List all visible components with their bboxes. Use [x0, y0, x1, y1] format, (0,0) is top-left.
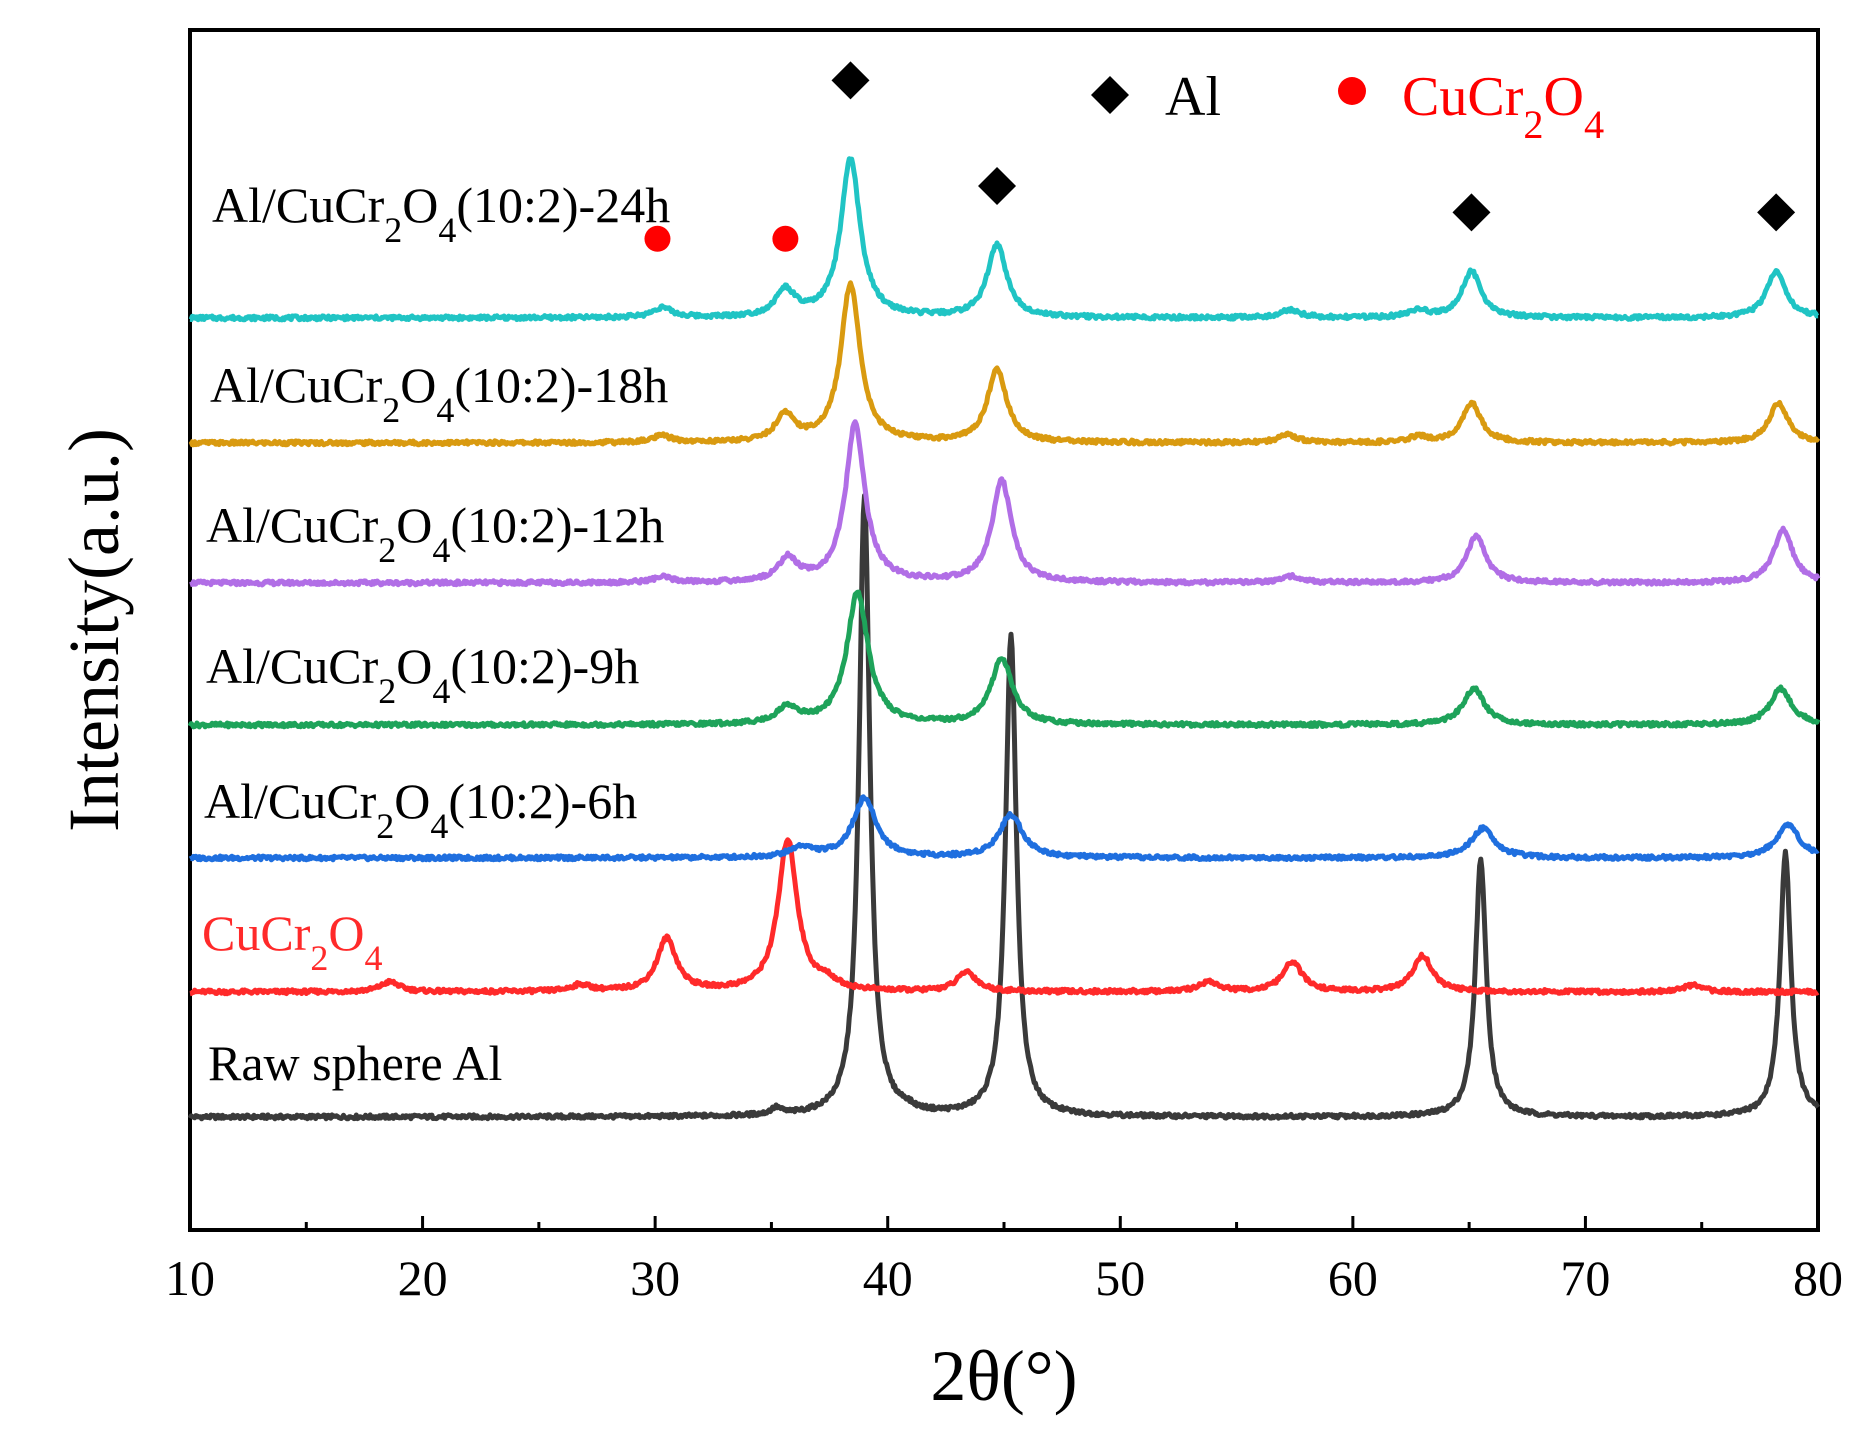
series-labels: Raw sphere Al CuCr2O4 Al/CuCr2O4(10:2)-6h A… [202, 177, 670, 1091]
al-peak-marker-3 [831, 61, 870, 100]
x-tick-label-60: 60 [1328, 1250, 1378, 1306]
al-peak-marker-5 [1452, 193, 1491, 232]
series-label-2: CuCr2O4 [202, 905, 382, 978]
x-tick-label-10: 10 [165, 1250, 215, 1306]
x-tick-label-50: 50 [1095, 1250, 1145, 1306]
series-label-7: Al/CuCr2O4(10:2)-24h [212, 177, 670, 250]
series-traces [187, 156, 1821, 1122]
trace-5 [188, 419, 1821, 588]
trace-1 [187, 493, 1821, 1122]
al-peak-marker-6 [1757, 193, 1796, 232]
x-tick-label-20: 20 [398, 1250, 448, 1306]
al-peak-marker-4 [978, 167, 1017, 205]
x-axis-title: 2θ(°) [930, 1336, 1077, 1416]
legend-cucr2o4-label: CuCr2O4 [1402, 66, 1604, 147]
trace-7 [188, 156, 1820, 323]
legend-al-marker [1091, 76, 1129, 114]
legend: Al CuCr2O4 [1091, 66, 1604, 147]
series-label-6: Al/CuCr2O4(10:2)-18h [210, 357, 668, 430]
x-tick-label-70: 70 [1560, 1250, 1610, 1306]
series-label-1: Raw sphere Al [208, 1035, 502, 1091]
x-tick-label-30: 30 [630, 1250, 680, 1306]
series-label-5: Al/CuCr2O4(10:2)-12h [206, 497, 664, 570]
legend-al-label: Al [1165, 66, 1221, 128]
cucr2o4-peak-marker-1 [644, 225, 671, 252]
series-label-3: Al/CuCr2O4(10:2)-6h [204, 773, 637, 846]
trace-4 [187, 589, 1821, 730]
trace-2 [188, 837, 1820, 997]
cucr2o4-peak-marker-2 [772, 225, 799, 252]
x-tick-label-80: 80 [1793, 1250, 1843, 1306]
x-ticks [188, 1216, 1820, 1230]
trace-6 [188, 280, 1821, 448]
peak-markers [644, 61, 1796, 252]
trace-3 [188, 794, 1820, 863]
series-label-4: Al/CuCr2O4(10:2)-9h [206, 638, 639, 711]
legend-cucr2o4-marker [1338, 77, 1366, 105]
y-axis-title: Intensity(a.u.) [54, 428, 134, 832]
x-tick-label-40: 40 [863, 1250, 913, 1306]
x-tick-labels: 10 20 30 40 50 60 70 80 [165, 1250, 1843, 1306]
